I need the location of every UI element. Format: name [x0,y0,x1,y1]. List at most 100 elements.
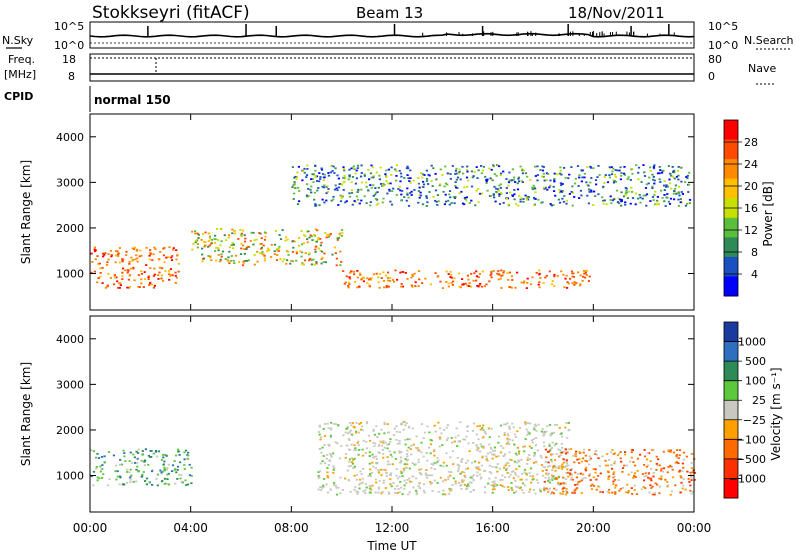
range-time-cell [512,470,515,473]
range-time-cell [680,180,683,183]
range-time-cell [150,470,154,473]
range-time-cell [564,487,567,490]
range-time-cell [476,285,479,287]
range-time-cell [542,172,545,175]
range-time-cell [564,478,567,480]
range-time-cell [449,474,452,477]
range-time-cell [142,471,145,473]
range-time-cell [138,286,141,288]
range-time-cell [504,476,507,479]
range-time-cell [466,485,469,487]
range-time-cell [610,166,613,169]
range-time-cell [383,423,386,426]
range-time-cell [624,453,627,456]
range-time-cell [313,234,316,236]
range-time-cell [204,231,207,234]
range-time-cell [572,490,575,493]
range-time-cell [681,470,684,472]
range-time-cell [162,470,165,473]
range-time-cell [496,470,499,473]
range-time-cell [364,452,367,454]
range-time-cell [398,442,401,445]
range-time-cell [645,465,648,468]
range-time-cell [420,473,423,476]
range-time-cell [467,425,470,428]
range-time-cell [559,172,562,175]
range-time-cell [386,463,389,466]
range-time-cell [628,190,631,193]
range-time-cell [674,187,677,190]
range-time-cell [367,434,371,437]
range-time-cell [386,423,389,425]
range-time-cell [348,460,351,463]
range-time-cell [395,179,398,182]
range-time-cell [387,443,390,446]
range-time-cell [377,471,381,474]
range-time-cell [445,426,448,429]
range-time-cell [602,185,605,188]
range-time-cell [529,475,532,477]
range-time-cell [507,434,510,437]
range-time-cell [542,466,545,469]
range-time-cell [405,482,408,484]
range-time-cell [382,440,385,442]
range-time-cell [313,198,316,201]
range-time-cell [246,260,249,262]
range-time-cell [93,270,96,273]
range-time-cell [323,478,326,480]
range-time-cell [411,273,414,276]
range-time-cell [592,204,595,206]
range-time-cell [466,430,469,432]
range-time-cell [477,449,480,452]
range-time-cell [97,277,100,279]
range-time-cell [92,470,96,473]
range-time-cell [684,488,687,491]
range-time-cell [389,277,392,279]
range-time-cell [343,282,346,285]
range-time-cell [382,468,385,471]
range-time-cell [503,486,506,488]
range-time-cell [594,453,597,455]
range-time-cell [423,174,426,176]
range-time-cell [354,486,357,489]
range-time-cell [579,189,582,192]
range-time-cell [649,460,652,462]
range-time-cell [502,170,505,173]
range-time-cell [113,274,116,277]
range-time-cell [94,250,97,253]
range-time-cell [580,169,583,172]
range-time-cell [613,462,616,465]
range-time-cell [475,466,478,469]
range-time-cell [293,192,296,195]
range-time-cell [662,450,665,453]
range-time-cell [557,465,560,468]
range-time-cell [389,478,392,481]
range-time-cell [557,481,560,484]
range-time-cell [454,181,457,183]
range-time-cell [186,483,190,486]
range-time-cell [486,178,489,181]
range-time-cell [166,467,169,469]
range-time-cell [550,446,553,449]
range-time-cell [221,250,225,253]
range-time-cell [298,237,301,239]
range-time-cell [399,456,403,459]
range-time-cell [156,455,159,458]
range-time-cell [259,243,262,245]
range-time-cell [406,187,409,190]
range-time-cell [164,270,167,272]
range-time-cell [125,250,128,253]
range-time-cell [656,464,659,467]
range-time-cell [361,481,364,484]
range-time-cell [585,274,588,276]
range-time-cell [245,248,248,250]
range-time-cell [107,272,110,275]
range-time-cell [648,491,651,494]
range-time-cell [300,251,304,254]
range-time-cell [328,460,331,462]
range-time-cell [270,243,273,246]
range-time-cell [445,439,448,441]
range-time-cell [405,199,408,202]
range-time-cell [506,422,509,425]
range-time-cell [319,448,322,450]
